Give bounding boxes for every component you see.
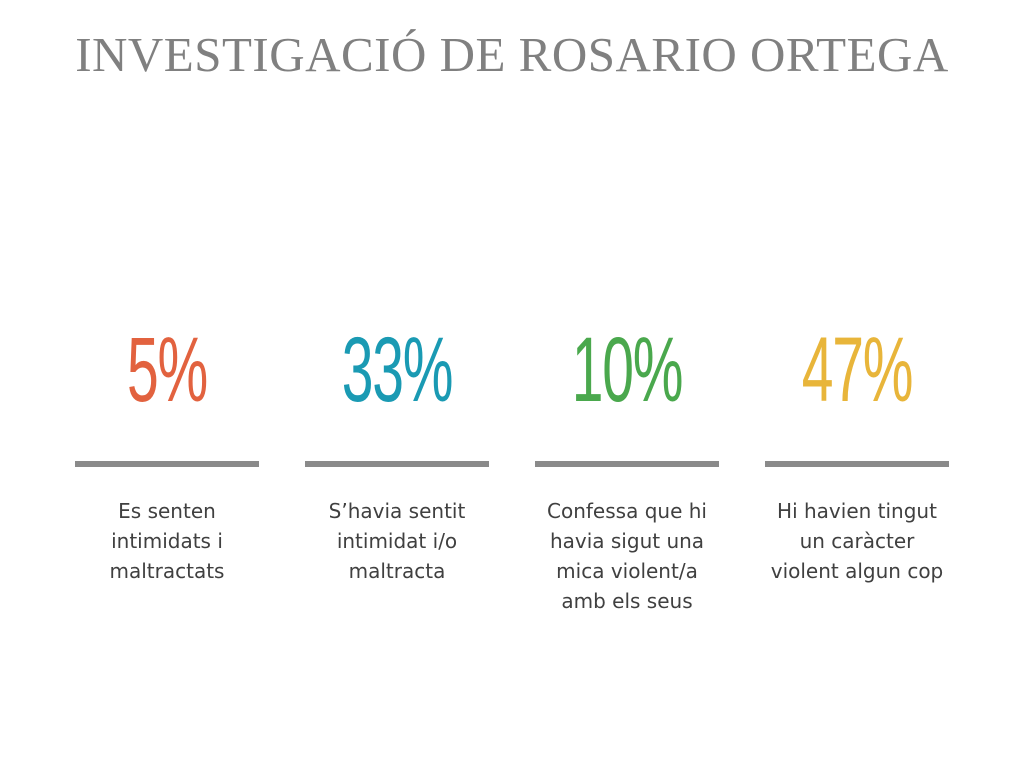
stat-card-2: 33% S’havia sentit intimidat i/o maltrac…	[305, 0, 489, 768]
stat-value: 47%	[801, 319, 914, 421]
stat-card-3: 10% Confessa que hi havia sigut una mica…	[535, 0, 719, 768]
stat-caption: Hi havien tingut un caràcter violent alg…	[770, 499, 944, 583]
stat-divider	[765, 461, 949, 467]
stat-value: 5%	[127, 319, 208, 421]
stat-card-4: 47% Hi havien tingut un caràcter violent…	[765, 0, 949, 768]
stat-caption: S’havia sentit intimidat i/o maltracta	[328, 499, 466, 583]
stat-value: 10%	[571, 319, 684, 421]
stat-divider	[75, 461, 259, 467]
page-title: INVESTIGACIÓ DE ROSARIO ORTEGA	[75, 27, 949, 82]
stat-divider	[535, 461, 719, 467]
stat-caption: Confessa que hi havia sigut una mica vio…	[547, 499, 707, 613]
stat-value: 33%	[341, 319, 454, 421]
stat-caption: Es senten intimidats i maltractats	[109, 499, 225, 583]
stat-divider	[305, 461, 489, 467]
stat-card-1: 5% Es senten intimidats i maltractats	[75, 0, 259, 768]
